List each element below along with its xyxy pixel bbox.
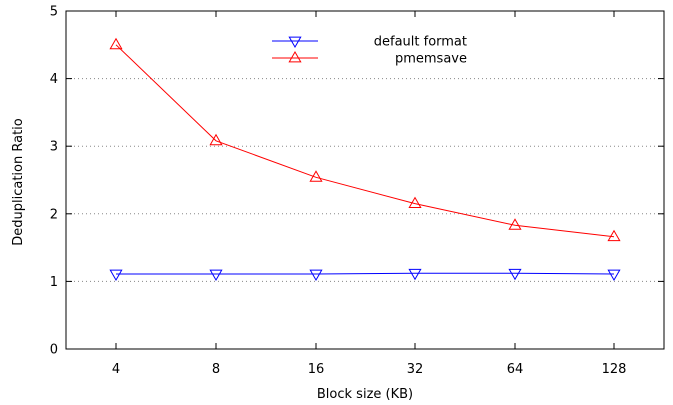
series-1-point-0 — [109, 37, 123, 50]
y-tick-label-3: 3 — [50, 140, 58, 155]
plot-frame — [65, 10, 665, 350]
y-tick-label-4: 4 — [50, 72, 58, 87]
x-tick-label-4: 64 — [507, 362, 524, 377]
x-axis-label: Block size (KB) — [317, 387, 413, 402]
series-1 — [109, 37, 621, 242]
series-0-point-2 — [309, 269, 323, 281]
series-1-point-4 — [508, 218, 522, 230]
x-axis: 4 8 16 32 64 128 — [112, 11, 627, 377]
x-tick-label-3: 32 — [407, 362, 424, 377]
series-line-1 — [115, 44, 615, 238]
y-axis-label: Deduplication Ratio — [11, 118, 26, 246]
legend: default format pmemsave — [272, 35, 467, 67]
legend-marker-1 — [288, 50, 302, 63]
x-tick-label-1: 8 — [212, 362, 220, 377]
series-0 — [109, 268, 621, 281]
legend-label-1: pmemsave — [395, 52, 467, 67]
series-line-0 — [116, 272, 615, 275]
legend-marker-0 — [288, 36, 302, 49]
x-tick-label-5: 128 — [602, 362, 627, 377]
plot-border — [65, 10, 665, 350]
series-1-point-3 — [408, 196, 422, 209]
series-1-point-1 — [209, 133, 223, 146]
legend-label-0: default format — [374, 35, 467, 50]
y-tick-label-1: 1 — [50, 275, 58, 290]
series-0-point-4 — [508, 268, 522, 281]
y-axis: 0 1 2 3 4 5 — [50, 5, 664, 358]
series-1-point-2 — [309, 170, 323, 182]
x-tick-label-0: 4 — [112, 362, 120, 377]
series-0-point-0 — [109, 269, 123, 281]
grid-lines — [66, 78, 664, 282]
series-0-point-5 — [607, 269, 621, 281]
y-tick-label-2: 2 — [50, 207, 58, 222]
y-tick-label-0: 0 — [50, 343, 58, 358]
series-0-point-3 — [408, 268, 422, 281]
x-tick-label-2: 16 — [308, 362, 325, 377]
y-tick-label-5: 5 — [50, 5, 58, 20]
series-lines — [109, 37, 621, 281]
series-0-point-1 — [209, 269, 223, 281]
series-1-point-5 — [607, 229, 621, 242]
